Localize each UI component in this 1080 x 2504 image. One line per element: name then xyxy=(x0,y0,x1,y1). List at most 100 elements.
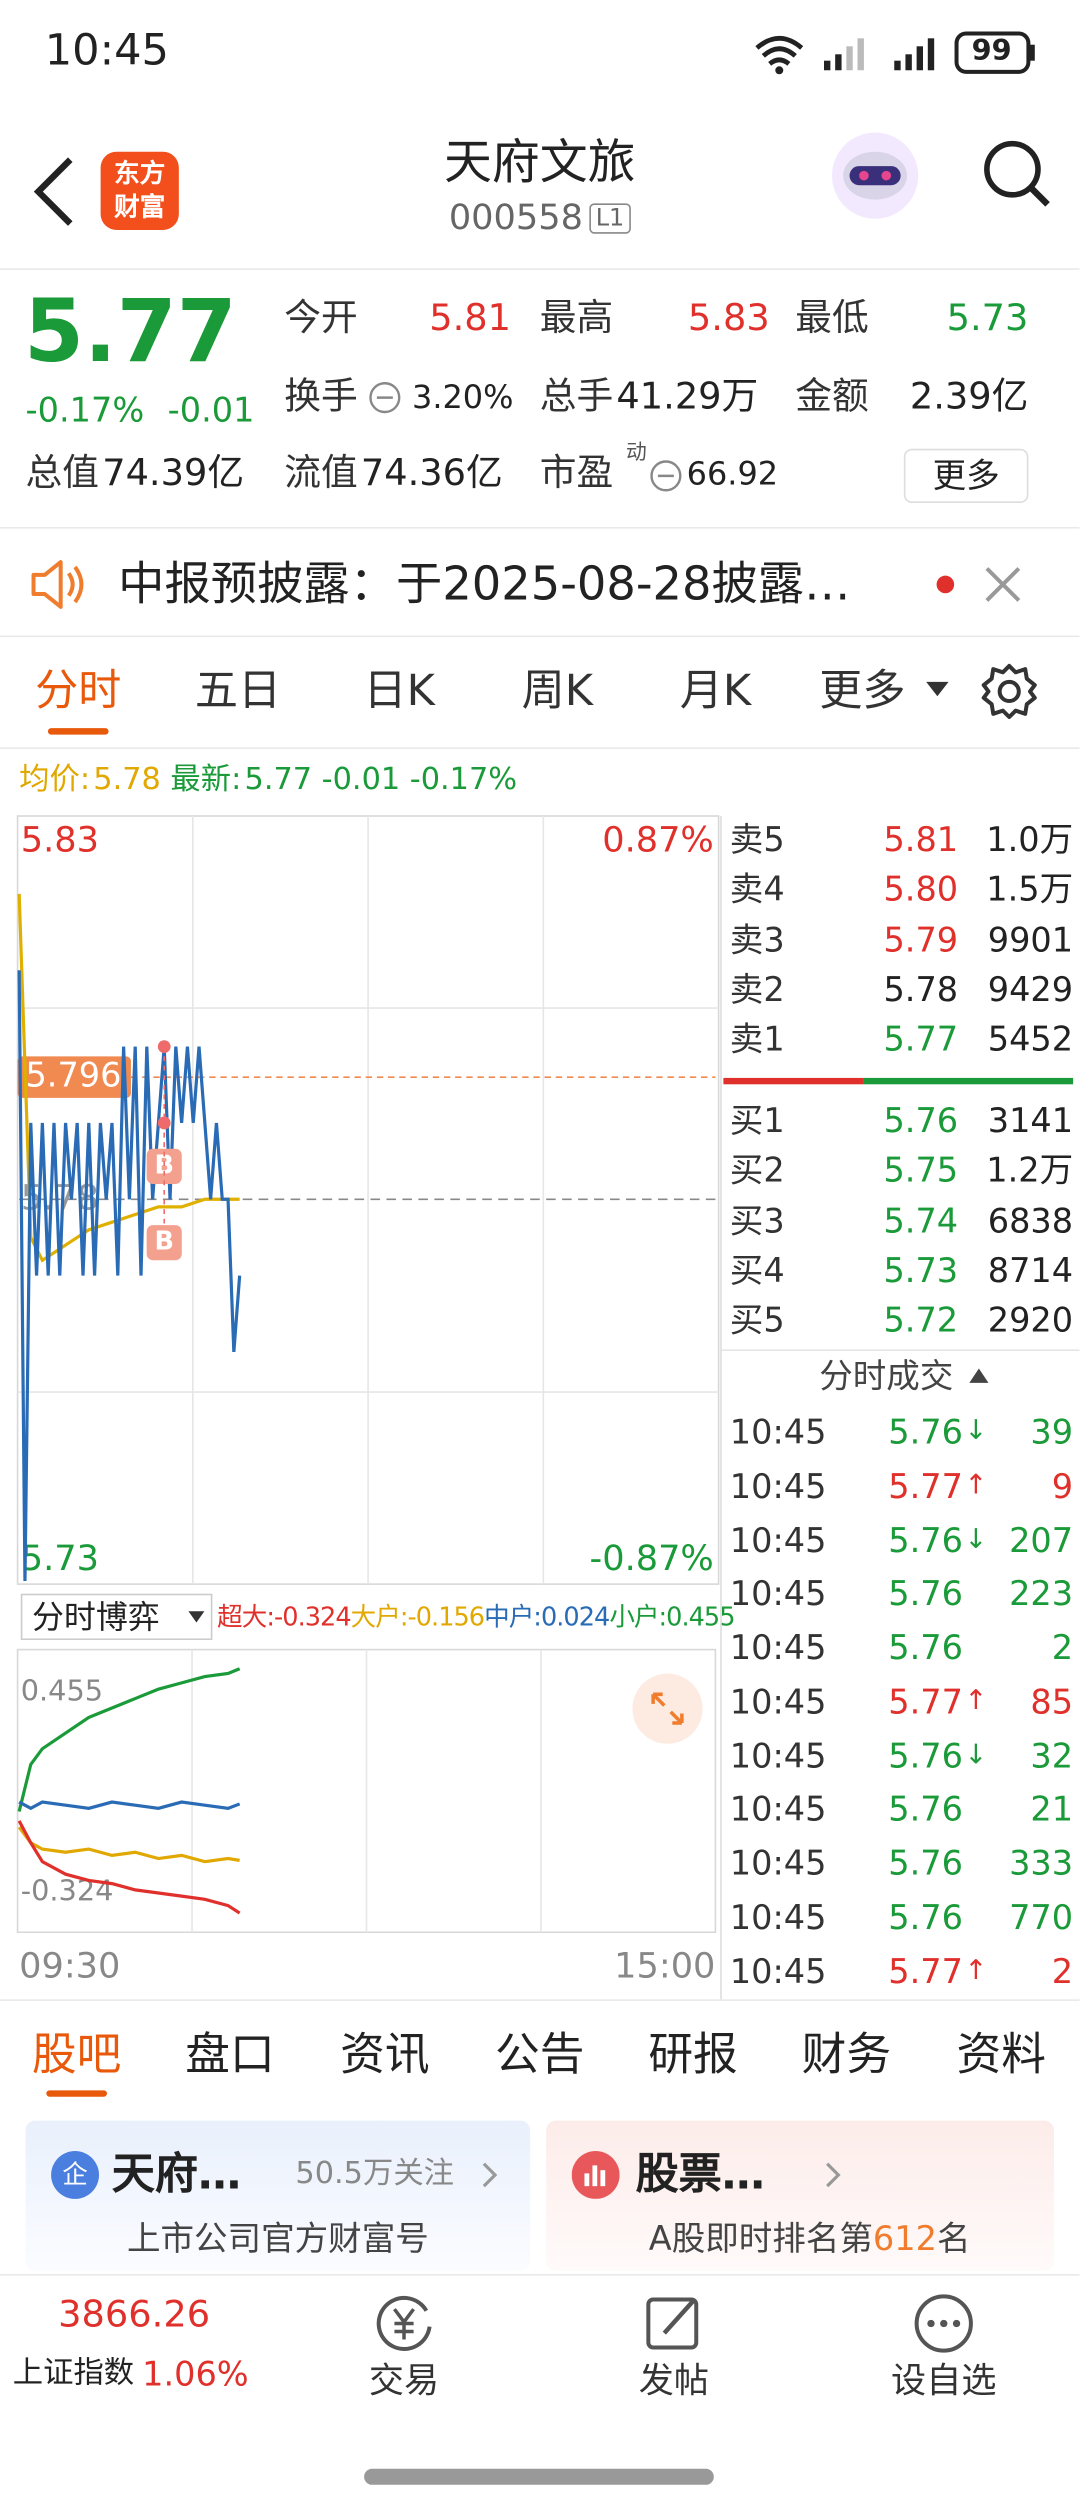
book-label: 卖3 xyxy=(729,920,785,959)
flow-selector-label: 分时博弈 xyxy=(31,1597,160,1637)
chart-tab[interactable]: 月K xyxy=(679,666,752,717)
y-tick-label: 5.73 xyxy=(21,1538,99,1579)
card-meta: 50.5万关注 xyxy=(295,2155,455,2192)
back-button[interactable] xyxy=(29,153,80,230)
trade-direction: ↓ xyxy=(964,1415,988,1448)
status-time: 10:45 xyxy=(44,26,169,76)
series-line xyxy=(17,1667,241,1812)
trade-direction: ↑ xyxy=(964,1954,988,1987)
book-volume: 9429 xyxy=(987,970,1074,1009)
nav-label[interactable]: 设自选 xyxy=(891,2362,997,2403)
avg-label: 均价: xyxy=(19,761,91,797)
info-icon[interactable] xyxy=(648,458,683,493)
search-button[interactable] xyxy=(980,137,1053,210)
divider xyxy=(0,1999,1080,2001)
sort-caret xyxy=(969,1368,989,1383)
tab-underline xyxy=(47,728,109,735)
change-pct: -0.17% xyxy=(25,391,145,430)
trade-price: 5.76 xyxy=(888,1574,963,1614)
field-value: 5.83 xyxy=(687,298,770,340)
content-tab[interactable]: 股吧 xyxy=(31,2027,122,2081)
book-label: 买1 xyxy=(729,1101,785,1141)
content-tab[interactable]: 财务 xyxy=(801,2027,892,2081)
tab-underline xyxy=(46,2090,107,2097)
nav-label[interactable]: 交易 xyxy=(368,2362,440,2403)
chart-legend: 均价: 5.78 最新: 5.77 -0.01 -0.17% xyxy=(19,761,518,798)
content-tab[interactable]: 公告 xyxy=(495,2027,585,2081)
content-tab[interactable]: 资讯 xyxy=(340,2027,430,2081)
x-tick-label: 09:30 xyxy=(19,1945,120,1986)
trade-time: 10:45 xyxy=(729,1467,827,1506)
watchlist-icon[interactable] xyxy=(912,2292,976,2356)
field-label: 最低 xyxy=(795,298,869,340)
chart-tab[interactable]: 更多 xyxy=(819,666,906,717)
signal-2 xyxy=(894,38,935,71)
y-tick-label: 5.83 xyxy=(21,820,99,861)
chart-tab[interactable]: 分时 xyxy=(35,666,122,717)
trade-volume: 2 xyxy=(1051,1952,1074,1991)
book-price: 5.74 xyxy=(883,1201,959,1241)
divider xyxy=(0,747,1080,749)
nav-label[interactable]: 发帖 xyxy=(638,2362,710,2403)
content-tab[interactable]: 研报 xyxy=(648,2027,738,2081)
ranking-card[interactable] xyxy=(546,2120,1054,2271)
trade-direction: ↓ xyxy=(964,1738,988,1771)
settings-button[interactable] xyxy=(979,661,1040,722)
trade-price: 5.77 xyxy=(888,1467,963,1506)
caret xyxy=(188,1611,205,1623)
expand-button[interactable] xyxy=(632,1673,703,1744)
official-card[interactable] xyxy=(25,2120,531,2271)
field-superscript: 动 xyxy=(625,441,647,466)
info-icon[interactable] xyxy=(367,380,402,415)
latest-value: 5.77 xyxy=(244,761,313,797)
trade-volume: 21 xyxy=(1030,1790,1074,1829)
trade-time: 10:45 xyxy=(729,1844,827,1883)
latest-change: -0.01 xyxy=(321,761,401,797)
chart-tab[interactable]: 周K xyxy=(521,666,594,717)
stock-name: 天府文旅 xyxy=(443,135,636,192)
field-label: 金额 xyxy=(795,376,869,419)
index-change: 1.06% xyxy=(142,2355,249,2394)
card-subtitle: A股即时排名第612名 xyxy=(649,2220,971,2259)
card-subtitle: 上市公司官方财富号 xyxy=(126,2219,429,2258)
book-price: 5.80 xyxy=(883,870,959,909)
ask-bar xyxy=(723,1077,864,1085)
post-icon[interactable] xyxy=(642,2292,706,2356)
close-button[interactable] xyxy=(985,567,1021,602)
logo-line: 财富 xyxy=(114,191,166,222)
legend-name: 中户: xyxy=(484,1601,542,1632)
trade-badge-label: B xyxy=(154,1227,173,1257)
notice-text[interactable]: 中报预披露：于2025-08-28披露… xyxy=(118,556,851,611)
divider xyxy=(0,526,1080,529)
latest-change-pct: -0.17% xyxy=(409,761,518,797)
book-price: 5.76 xyxy=(883,1101,959,1141)
content-tab[interactable]: 盘口 xyxy=(185,2027,275,2081)
y-tick-label: 0.455 xyxy=(21,1674,103,1708)
legend-value: -0.324 xyxy=(274,1601,352,1632)
chart-tab[interactable]: 五日 xyxy=(194,666,282,717)
more-button[interactable]: 更多 xyxy=(903,448,1029,504)
chart-tab[interactable]: 日K xyxy=(363,666,435,717)
card-icon xyxy=(571,2151,620,2199)
field-label: 最高 xyxy=(539,298,614,340)
avatar-visor xyxy=(849,166,901,186)
battery-tip xyxy=(1030,44,1035,61)
index-value[interactable]: 3866.26 xyxy=(58,2294,211,2336)
trade-icon[interactable] xyxy=(372,2292,436,2356)
change: -0.01 xyxy=(167,391,255,430)
trade-price: 5.77 xyxy=(888,1952,963,1991)
flow-selector[interactable] xyxy=(20,1593,213,1641)
expand-arrows xyxy=(651,1692,684,1725)
assistant-avatar[interactable] xyxy=(827,128,923,224)
card-title: 股票… xyxy=(635,2150,765,2200)
stock-code: 000558 xyxy=(448,198,583,239)
book-label: 买3 xyxy=(729,1201,785,1241)
latest-label: 最新: xyxy=(170,761,242,797)
bid-bar xyxy=(863,1077,1074,1085)
content-tab[interactable]: 资料 xyxy=(956,2027,1046,2081)
app-logo[interactable]: 东方 财富 xyxy=(100,151,179,230)
divider xyxy=(0,2273,1080,2276)
trade-time: 10:45 xyxy=(729,1628,827,1668)
field-value: 74.39亿 xyxy=(102,453,245,495)
